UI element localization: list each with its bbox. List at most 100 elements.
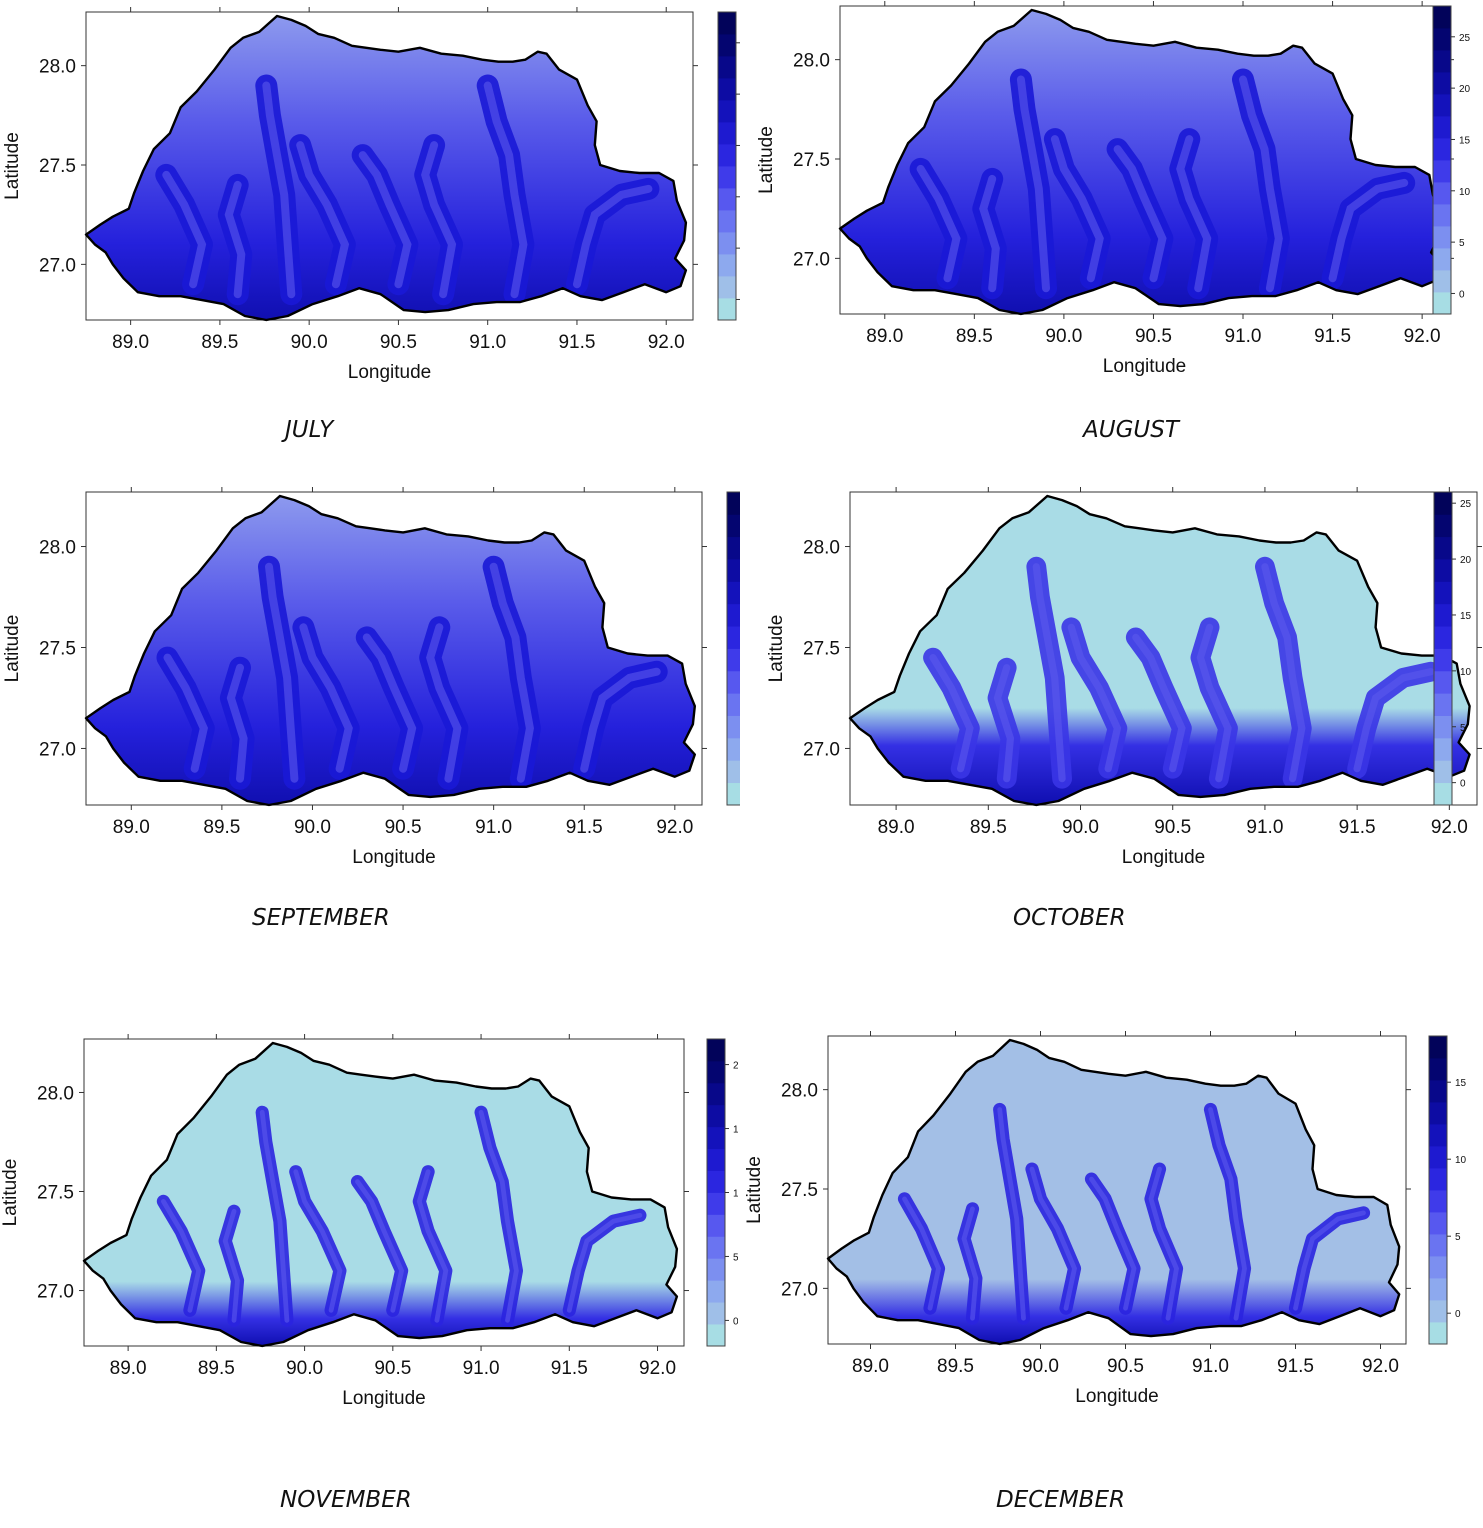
colorbar-tick-label: 10 (1455, 1155, 1467, 1166)
colorbar-step (1433, 6, 1451, 29)
colorbar-tick-label: 15 (1460, 611, 1472, 622)
colorbar-step (718, 56, 736, 79)
colorbar-step (718, 232, 736, 255)
colorbar-tick-label: 5 (1455, 1232, 1461, 1243)
x-tick-label: 90.5 (374, 1358, 411, 1379)
x-tick-label: 91.5 (1339, 817, 1376, 838)
colorbar-tick-label: 0 (1460, 779, 1466, 790)
map-panel-july: 89.0 89.5 90.0 90.5 91.0 91.5 92.0 27.0 27.5 28.0… (0, 0, 740, 500)
colorbar-step (1434, 737, 1452, 761)
colorbar-step (1429, 1124, 1447, 1147)
y-tick-label: 27.0 (39, 255, 76, 276)
colorbar-step (707, 1302, 725, 1325)
colorbar-step (1429, 1300, 1447, 1323)
colorbar-step (1429, 1278, 1447, 1301)
x-axis-title: Longitude (352, 847, 435, 868)
colorbar-step (1433, 204, 1451, 227)
panel-caption-july: JULY (285, 417, 334, 443)
map-panel-december: 89.0 89.5 90.0 90.5 91.0 91.5 92.0 27.0 27.5 28.0… (745, 1025, 1483, 1525)
panel-caption-september: SEPTEMBER (252, 905, 390, 931)
x-tick-label: 89.0 (866, 326, 903, 347)
colorbar-step (1429, 1212, 1447, 1235)
colorbar-step (718, 210, 736, 233)
colorbar-step (718, 78, 736, 101)
y-axis-title: Latitude (0, 1159, 21, 1227)
colorbar-step (718, 12, 736, 35)
x-tick-label: 89.5 (201, 332, 238, 353)
colorbar-step (1429, 1146, 1447, 1169)
colorbar-step (727, 492, 740, 515)
colorbar-step (718, 122, 736, 145)
x-tick-label: 89.5 (937, 1356, 974, 1377)
y-tick-label: 27.5 (37, 1183, 74, 1204)
country-outline (826, 1038, 1401, 1346)
y-tick-label: 27.0 (803, 739, 840, 760)
x-tick-label: 90.0 (294, 817, 331, 838)
colorbar-step (1433, 160, 1451, 183)
colorbar-step (707, 1148, 725, 1171)
colorbar-step (727, 760, 740, 784)
colorbar-step (707, 1280, 725, 1303)
colorbar-step (718, 144, 736, 167)
colorbar-step (1429, 1322, 1447, 1345)
colorbar-step (1434, 782, 1452, 806)
x-axis-title: Longitude (1122, 847, 1205, 868)
x-tick-label: 89.0 (110, 1358, 147, 1379)
colorbar-tick-label: 25 (1459, 33, 1471, 44)
colorbar-step (1433, 28, 1451, 51)
colorbar-step (727, 581, 740, 605)
y-tick-label: 27.0 (37, 1282, 74, 1303)
colorbar-step (727, 648, 740, 672)
colorbar-tick-label: 25 (1460, 499, 1472, 510)
x-tick-label: 91.5 (558, 332, 595, 353)
x-tick-label: 91.5 (1314, 326, 1351, 347)
x-tick-label: 89.0 (113, 817, 150, 838)
x-tick-label: 89.5 (956, 326, 993, 347)
colorbar-step (1433, 138, 1451, 161)
colorbar-step (1434, 536, 1452, 560)
colorbar-step (707, 1082, 725, 1106)
x-tick-label: 90.5 (1135, 326, 1172, 347)
y-tick-label: 27.0 (793, 249, 830, 270)
panel-caption-december: DECEMBER (996, 1487, 1125, 1513)
colorbar-tick-label: 10 (733, 1189, 738, 1200)
colorbar-step (707, 1104, 725, 1128)
x-tick-label: 90.5 (1107, 1356, 1144, 1377)
colorbar-step (1433, 116, 1451, 139)
colorbar-step (718, 166, 736, 189)
colorbar-step (1434, 559, 1452, 582)
x-axis-title: Longitude (1075, 1386, 1158, 1407)
y-tick-label: 28.0 (39, 57, 76, 78)
y-axis-title: Latitude (745, 1156, 765, 1224)
colorbar-step (1434, 670, 1452, 694)
x-tick-label: 92.0 (1404, 326, 1441, 347)
x-axis-title: Longitude (1103, 356, 1186, 377)
y-tick-label: 28.0 (37, 1083, 74, 1104)
colorbar-step (727, 782, 740, 806)
colorbar-step (707, 1126, 725, 1150)
panel-caption-august: AUGUST (1083, 417, 1179, 443)
colorbar-step (1429, 1058, 1447, 1081)
colorbar-step (707, 1258, 725, 1281)
x-tick-label: 90.5 (1154, 817, 1191, 838)
x-tick-label: 89.5 (203, 817, 240, 838)
colorbar-step (718, 188, 736, 211)
country-outline (84, 14, 688, 322)
colorbar-step (727, 514, 740, 538)
country-outline (84, 494, 696, 807)
map-panel-august: 89.0 89.5 90.0 90.5 91.0 91.5 92.0 27.0 27.5 28.0… (755, 0, 1483, 495)
x-tick-label: 91.5 (551, 1358, 588, 1379)
colorbar: 15 10 5 0 (1428, 1035, 1467, 1345)
country-outline (838, 8, 1443, 316)
country-outline (82, 1041, 679, 1348)
colorbar-step (1434, 715, 1452, 739)
colorbar-tick-label: 10 (1460, 667, 1472, 678)
x-tick-label: 90.0 (1062, 817, 1099, 838)
x-tick-label: 92.0 (639, 1358, 676, 1379)
map-panel-october: 89.0 89.5 90.0 90.5 91.0 91.5 92.0 27.0 27.5 28.0… (765, 482, 1483, 982)
colorbar-step (1433, 72, 1451, 95)
colorbar-tick-label: 15 (733, 1125, 738, 1136)
x-tick-label: 91.0 (1192, 1356, 1229, 1377)
